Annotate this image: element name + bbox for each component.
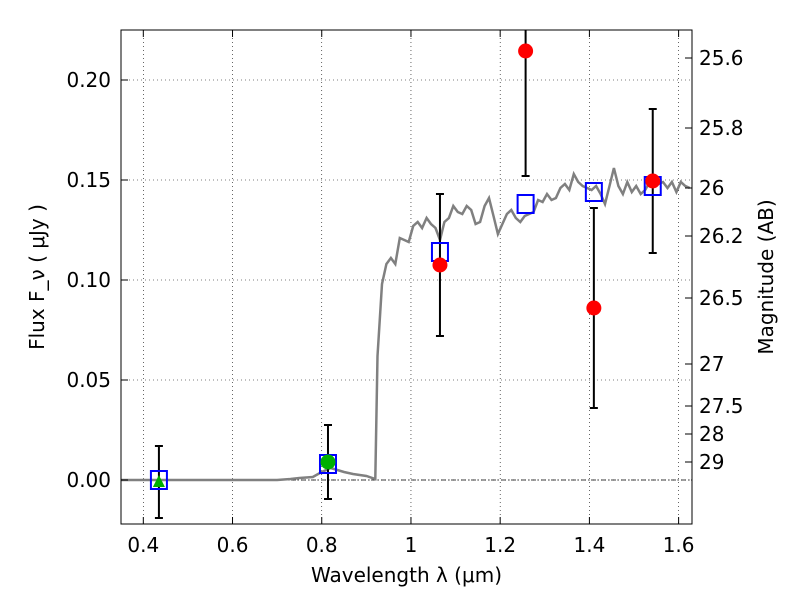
right-tick-label: 26.5 [699, 286, 744, 310]
x-tick-label: 1.6 [663, 533, 695, 557]
plot-frame [120, 29, 693, 525]
right-tick-label: 28 [699, 422, 724, 446]
y-tick-label: 0.00 [66, 468, 111, 492]
template-spectrum-line [121, 167, 691, 482]
data-point-marker [518, 43, 534, 59]
y-tick-label: 0.20 [66, 68, 111, 92]
right-tick-label: 27 [699, 352, 724, 376]
x-tick-label: 0.8 [306, 533, 338, 557]
data-point-marker [586, 300, 602, 316]
right-tick-label: 26.2 [699, 224, 744, 248]
model-square-marker [584, 182, 603, 202]
right-tick-label: 29 [699, 450, 724, 474]
x-tick-label: 1 [405, 533, 418, 557]
right-tick-label: 27.5 [699, 394, 744, 418]
data-point-marker [645, 173, 661, 189]
right-tick-label: 25.6 [699, 46, 744, 70]
right-tick-label: 25.8 [699, 116, 744, 140]
y-tick-label: 0.10 [66, 268, 111, 292]
x-tick-label: 0.4 [127, 533, 159, 557]
right-tick-label: 26 [699, 176, 724, 200]
axis-ticks: 0.4 0.6 0.8 1 1.2 1.4 1.6 0.00 0.05 0.10 0.15 0.20 2… [66, 30, 744, 557]
y-tick-label: 0.05 [66, 368, 111, 392]
x-tick-label: 0.6 [217, 533, 249, 557]
y-axis-title-right: Magnitude (AB) [754, 199, 778, 354]
data-point-marker [320, 454, 336, 470]
model-square-marker [516, 194, 535, 214]
x-tick-label: 1.4 [573, 533, 605, 557]
y-tick-label: 0.15 [66, 168, 111, 192]
y-axis-title-left: Flux F_ν ( μJy ) [25, 204, 49, 350]
triangle-point-marker [152, 475, 165, 487]
x-axis-title: Wavelength λ (μm) [311, 563, 502, 587]
model-photometry-squares [149, 176, 662, 490]
grid-lines [121, 30, 692, 524]
data-point-marker [432, 257, 448, 273]
observed-photometry-points [152, 43, 661, 487]
x-tick-label: 1.2 [484, 533, 516, 557]
model-square-marker [149, 470, 168, 490]
error-bars [154, 30, 657, 519]
